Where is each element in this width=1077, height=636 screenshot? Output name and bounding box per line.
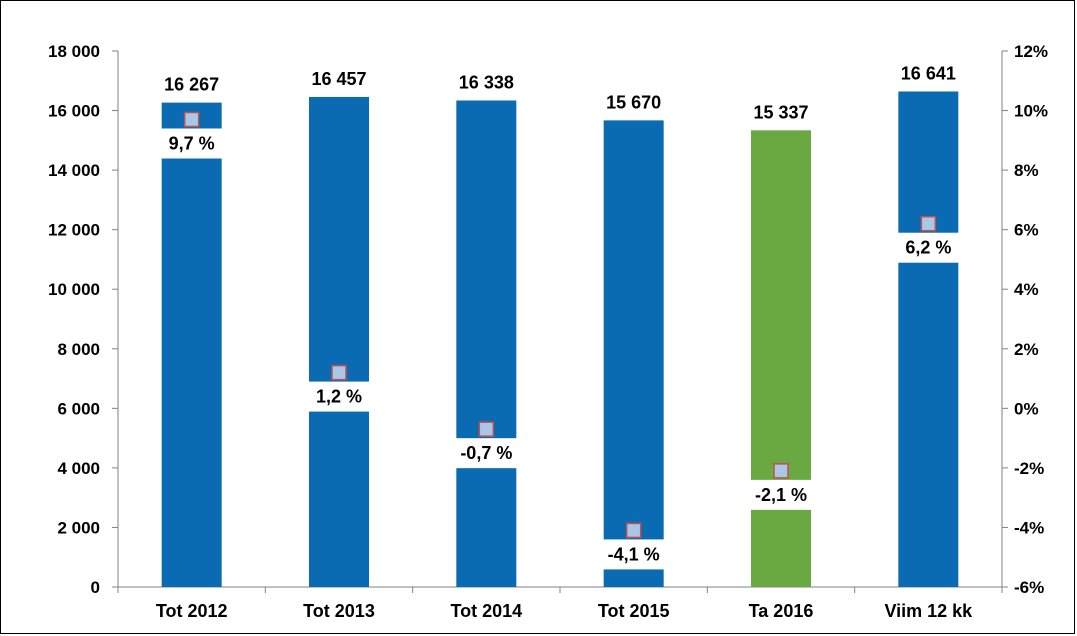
left-axis-tick-label: 4 000 xyxy=(57,459,100,478)
left-axis-tick-label: 18 000 xyxy=(48,42,100,61)
percent-label-background xyxy=(449,438,524,469)
bar-value-label: 16 457 xyxy=(311,69,366,89)
percent-marker xyxy=(625,522,642,539)
left-axis-tick-label: 2 000 xyxy=(57,518,100,537)
right-axis-tick-label: 4% xyxy=(1014,280,1039,299)
percent-label-background xyxy=(891,232,966,263)
bar xyxy=(161,102,222,587)
bar xyxy=(603,120,664,587)
x-axis-category-label: Ta 2016 xyxy=(749,601,814,621)
percent-label-background xyxy=(596,539,671,570)
bar-value-label: 15 337 xyxy=(753,102,808,122)
right-axis-tick-label: 2% xyxy=(1014,340,1039,359)
percent-marker xyxy=(331,364,347,381)
x-axis-category-label: Tot 2013 xyxy=(303,601,375,621)
percent-value-label: 1,2 % xyxy=(316,387,362,407)
percent-value-label: -4,1 % xyxy=(608,544,660,564)
bar xyxy=(456,100,517,588)
left-axis-tick-label: 6 000 xyxy=(57,399,100,418)
x-axis-category-label: Viim 12 kk xyxy=(884,601,973,621)
percent-value-label: -2,1 % xyxy=(755,485,807,505)
bars-layer xyxy=(161,91,959,588)
bar-value-label: 15 670 xyxy=(606,92,661,112)
left-axis-tick-label: 16 000 xyxy=(48,102,100,121)
bar xyxy=(898,91,959,587)
percent-label-background xyxy=(302,381,376,412)
right-axis-tick-label: 10% xyxy=(1014,102,1048,121)
percent-label-background xyxy=(744,479,818,510)
right-axis-tick-label: 8% xyxy=(1014,161,1039,180)
labels-layer: 16 267 9,7 % 16 457 1,2 % 16 338 -0,7 % 15 670… xyxy=(154,63,966,570)
percent-marker xyxy=(478,421,495,437)
percent-marker xyxy=(183,111,200,128)
percent-label-background xyxy=(154,128,229,159)
percent-value-label: -0,7 % xyxy=(460,443,512,463)
x-axis-category-label: Tot 2014 xyxy=(450,601,522,621)
percent-value-label: 6,2 % xyxy=(905,238,951,258)
bar-value-label: 16 641 xyxy=(901,63,956,83)
left-axis-tick-label: 14 000 xyxy=(48,161,100,180)
right-axis-tick-label: 0% xyxy=(1014,399,1039,418)
x-axis-category-label: Tot 2012 xyxy=(156,601,228,621)
x-axis-category-label: Tot 2015 xyxy=(598,601,670,621)
left-axis-tick-label: 0 xyxy=(91,578,100,597)
right-axis-tick-label: -6% xyxy=(1014,578,1044,597)
right-axis-tick-label: -4% xyxy=(1014,518,1044,537)
percent-value-label: 9,7 % xyxy=(169,133,215,153)
bar xyxy=(309,96,369,587)
percent-marker xyxy=(773,463,789,479)
left-axis-tick-label: 12 000 xyxy=(48,221,100,240)
right-axis-tick-label: -2% xyxy=(1014,459,1044,478)
markers-layer xyxy=(183,111,937,539)
left-axis-tick-label: 10 000 xyxy=(48,280,100,299)
right-axis-tick-label: 6% xyxy=(1014,221,1039,240)
percent-marker xyxy=(920,215,937,232)
bar-value-label: 16 267 xyxy=(164,75,219,95)
bar xyxy=(751,130,811,587)
right-axis-tick-label: 12% xyxy=(1014,42,1048,61)
bar-value-label: 16 338 xyxy=(459,72,514,92)
axes-layer: 0 2 000 4 000 6 000 8 000 10 000 12 000 14 000 1… xyxy=(48,42,1048,621)
left-axis-tick-label: 8 000 xyxy=(57,340,100,359)
